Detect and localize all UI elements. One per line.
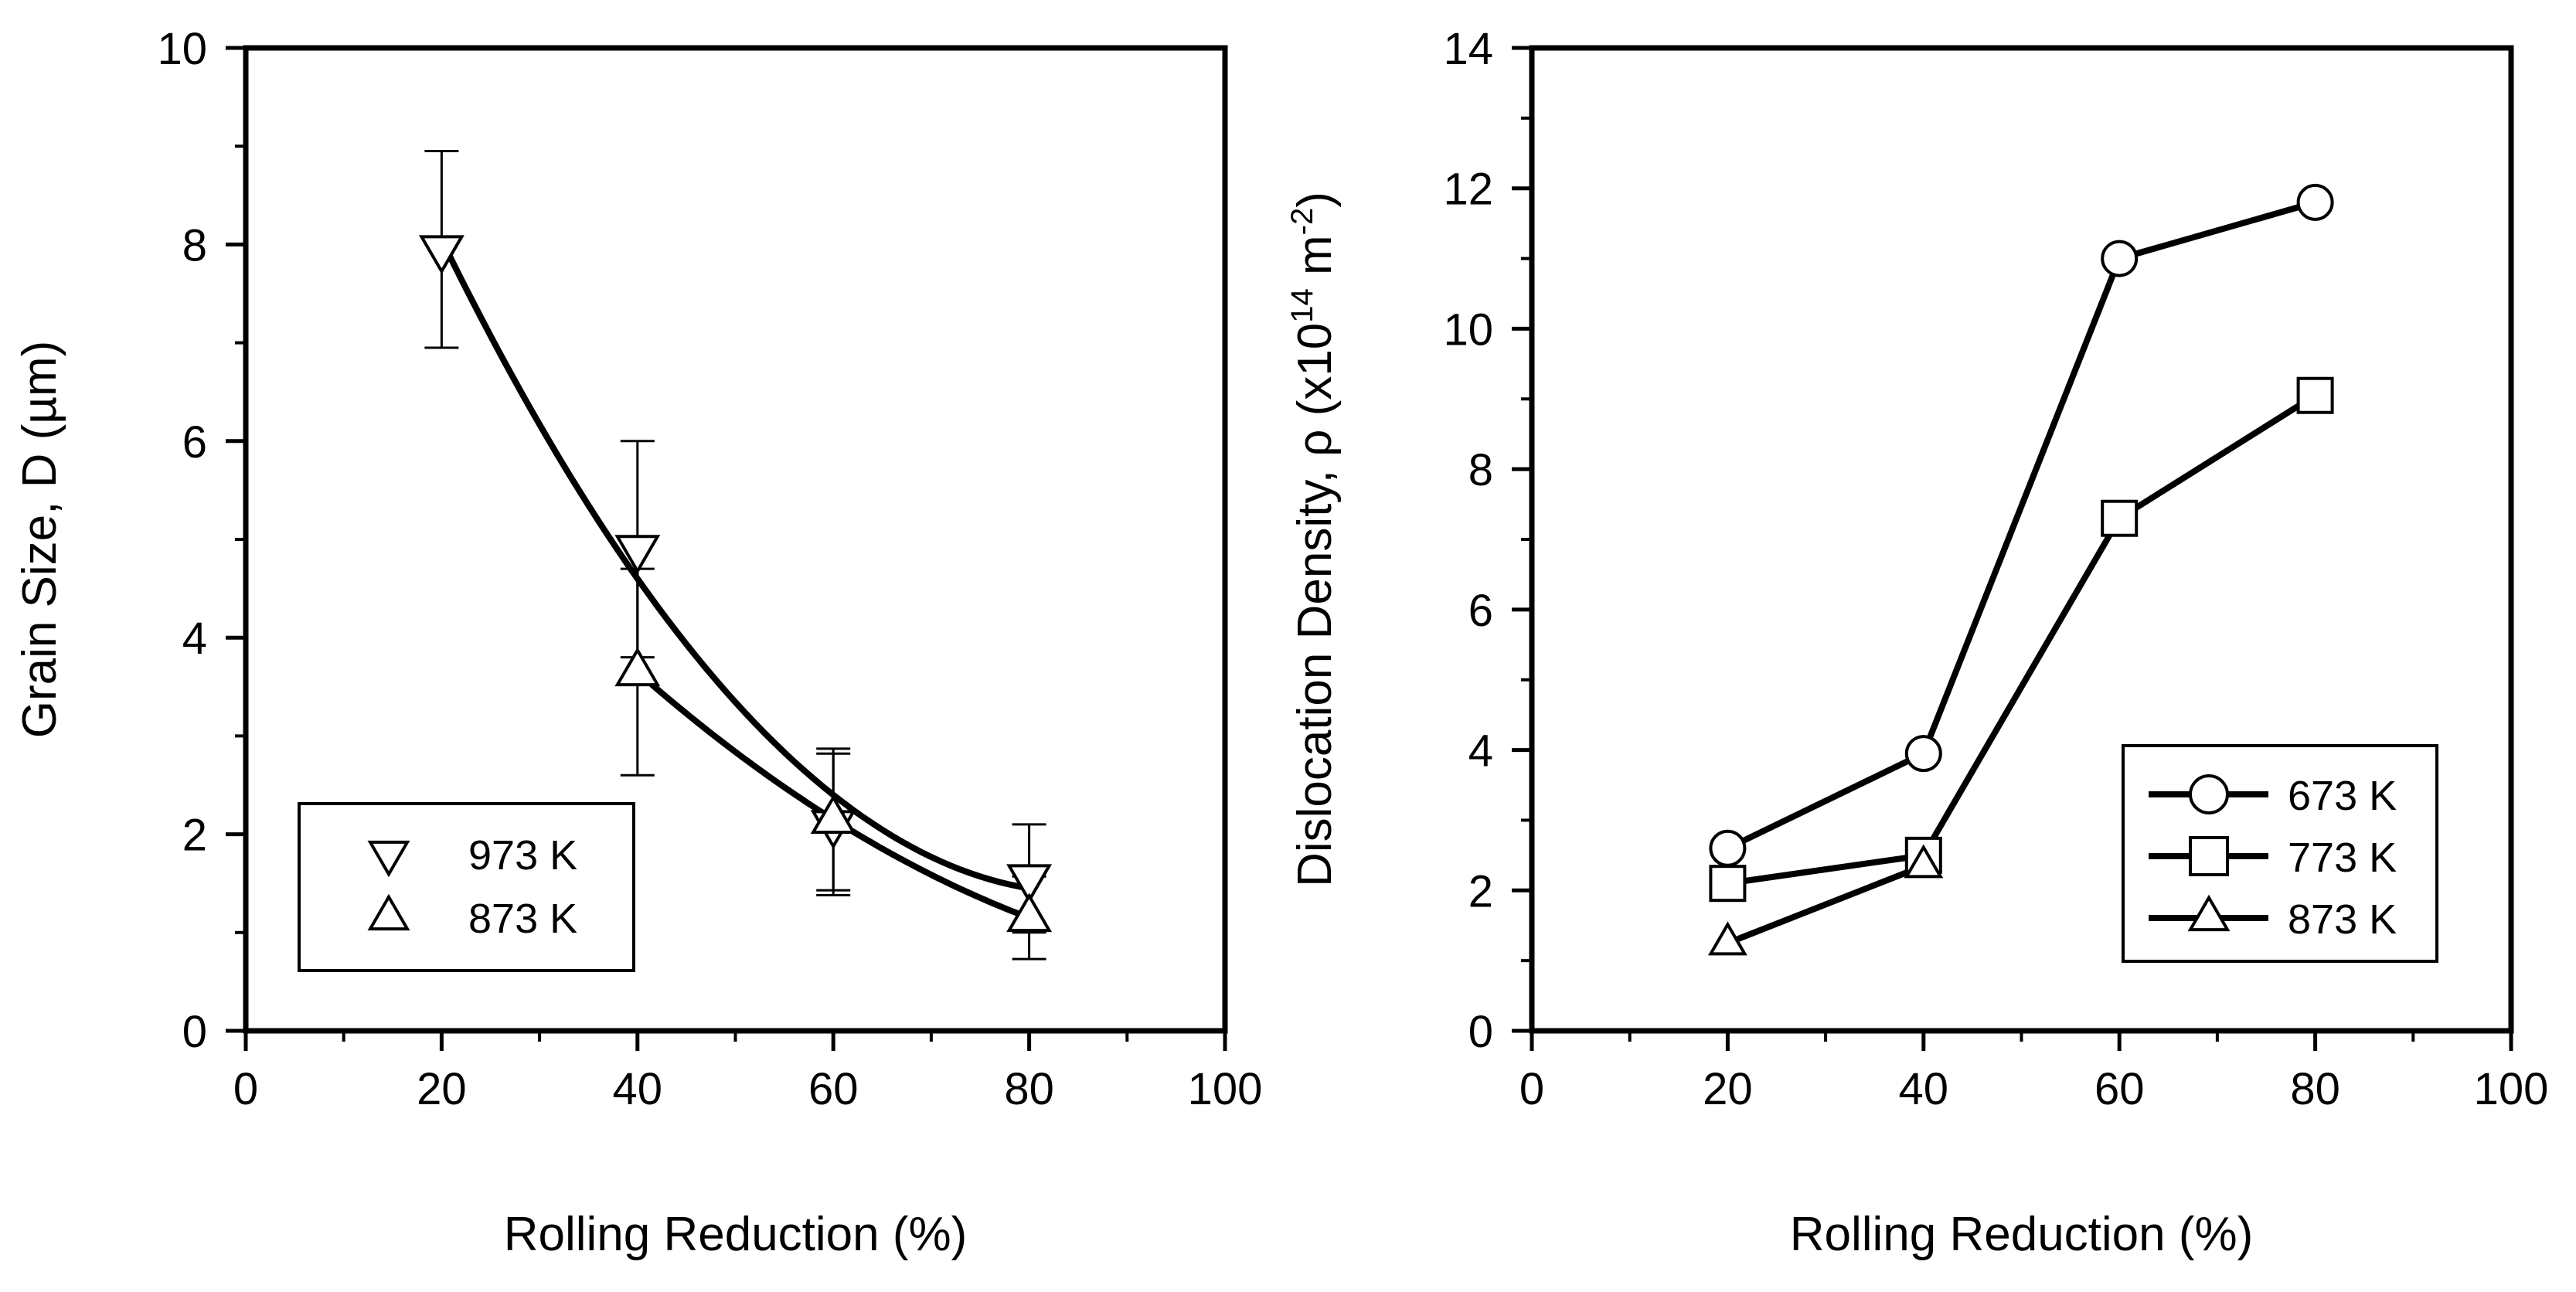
y-axis-title-main: Dislocation Density, ρ (x10	[1288, 323, 1342, 887]
legend-label: 873 K	[2288, 896, 2397, 943]
fit-curve-973-K	[438, 238, 1030, 892]
dislocation-density-marks	[1707, 183, 2334, 956]
data-point-973-K	[418, 235, 464, 275]
y-axis-title-exponent-minus-2: -2	[1285, 208, 1319, 236]
dislocation-density-y-tick-label: 8	[1468, 445, 1493, 495]
legend-box	[298, 802, 635, 972]
legend-label: 873 K	[468, 896, 577, 942]
data-point-873-K	[810, 794, 856, 834]
grain-size-y-tick-label: 0	[182, 1007, 207, 1057]
grain-size-y-tick-label: 2	[182, 811, 207, 861]
y-axis-title-exponent-14: 14	[1285, 288, 1319, 323]
dislocation-density-y-tick-label: 0	[1468, 1007, 1493, 1057]
dislocation-density-x-axis-title: Rolling Reduction (%)	[1790, 1208, 2254, 1261]
legend-marker-873-K	[367, 893, 410, 931]
data-point-673-K	[2296, 183, 2334, 221]
data-point-873-K	[614, 647, 661, 687]
series-line-873-K	[1726, 862, 1925, 947]
legend-marker-673-K	[2189, 774, 2229, 814]
legend-marker-973-K	[367, 840, 410, 878]
data-point-973-K	[614, 535, 661, 575]
grain-size-axes: 0 20 40 60 80 100 0 2 4 6 8 10	[157, 24, 1262, 1114]
legend-marker-873-K	[2187, 894, 2231, 932]
dislocation-density-y-tick-label: 2	[1468, 866, 1493, 916]
dislocation-density-y-axis-title: Dislocation Density, ρ (x1014 m-2)	[1285, 192, 1342, 887]
grain-size-x-tick-label: 20	[417, 1064, 467, 1114]
dislocation-density-x-tick-label: 100	[2474, 1064, 2549, 1114]
grain-size-legend: 973 K 873 K	[298, 802, 635, 972]
data-point-673-K	[2101, 240, 2139, 277]
dislocation-density-y-tick-label: 4	[1468, 726, 1493, 777]
grain-size-marks	[418, 150, 1053, 960]
data-point-673-K	[1709, 829, 1747, 867]
grain-size-x-tick-label: 40	[613, 1064, 663, 1114]
data-point-773-K	[1709, 865, 1747, 903]
dislocation-density-y-tick-label: 12	[1443, 165, 1493, 215]
dislocation-density-y-tick-label: 10	[1443, 304, 1493, 355]
legend-label: 673 K	[2288, 773, 2397, 819]
dislocation-density-x-tick-label: 60	[2094, 1064, 2145, 1114]
grain-size-y-tick-label: 8	[182, 220, 207, 270]
grain-size-x-tick-label: 0	[233, 1064, 258, 1114]
dislocation-density-x-tick-label: 40	[1899, 1064, 1949, 1114]
dislocation-density-y-tick-label: 6	[1468, 586, 1493, 636]
data-point-873-K	[1904, 844, 1944, 879]
data-point-973-K	[1006, 864, 1053, 904]
legend-marker-773-K	[2189, 836, 2229, 876]
grain-size-y-tick-label: 10	[157, 24, 207, 74]
data-point-873-K	[1707, 921, 1747, 956]
grain-size-x-axis-title: Rolling Reduction (%)	[504, 1208, 968, 1261]
data-point-773-K	[2101, 499, 2139, 537]
y-axis-title-unit: m	[1288, 235, 1342, 288]
dislocation-density-legend: 673 K 773 K 873 K	[2122, 744, 2438, 963]
legend-label: 973 K	[468, 832, 577, 879]
dislocation-density-x-tick-label: 0	[1519, 1064, 1544, 1114]
grain-size-x-tick-label: 100	[1188, 1064, 1263, 1114]
series-line-673-K	[1726, 199, 2316, 852]
grain-size-y-tick-label: 4	[182, 614, 207, 664]
grain-size-y-axis-title: Grain Size, D (µm)	[13, 341, 66, 739]
series-line-773-K	[1727, 393, 2317, 887]
grain-size-x-tick-label: 80	[1004, 1064, 1054, 1114]
y-axis-title-close: )	[1288, 192, 1342, 208]
dislocation-density-x-tick-label: 80	[2290, 1064, 2340, 1114]
grain-size-y-tick-label: 6	[182, 417, 207, 468]
data-point-873-K	[1006, 892, 1053, 933]
data-point-673-K	[1904, 735, 1942, 773]
grain-size-x-tick-label: 60	[808, 1064, 859, 1114]
data-point-773-K	[2296, 376, 2334, 414]
grain-size-panel: 0 20 40 60 80 100 0 2 4 6 8 10 Rolling Reduction (%…	[13, 24, 1262, 1261]
dislocation-density-axes: 0 20 40 60 80 100 0 2 4 6 8 10 12 14	[1443, 24, 2548, 1114]
dislocation-density-panel: 0 20 40 60 80 100 0 2 4 6 8 10 12 14 Rolling Reductio…	[1285, 24, 2548, 1261]
dislocation-density-x-tick-label: 20	[1703, 1064, 1753, 1114]
legend-label: 773 K	[2288, 835, 2397, 881]
dislocation-density-y-tick-label: 14	[1443, 24, 1493, 74]
